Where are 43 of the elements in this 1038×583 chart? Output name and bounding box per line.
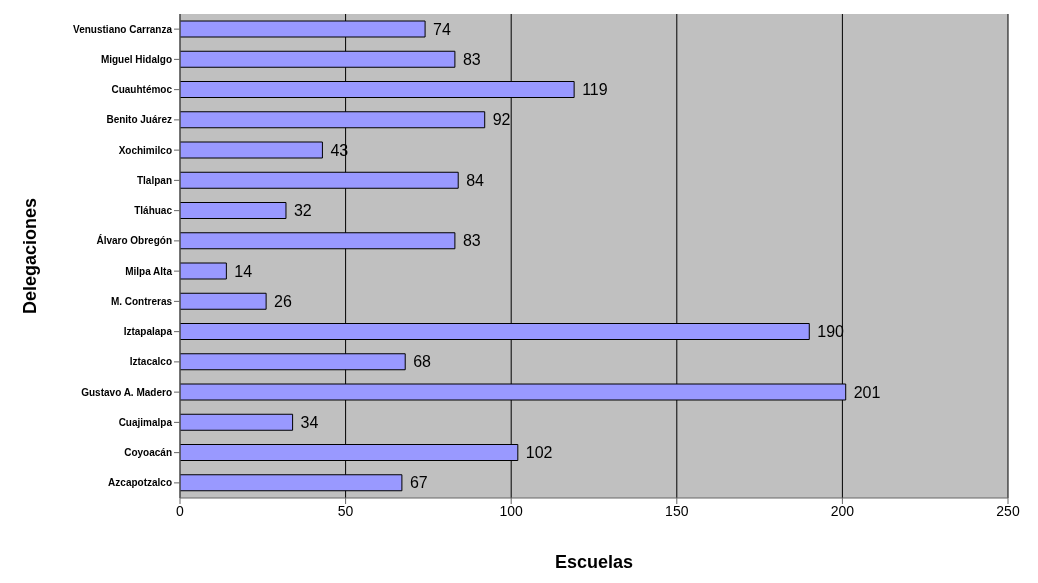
bar [180, 292, 267, 310]
y-tick-label: Venustiano Carranza [73, 23, 173, 35]
bar [180, 413, 294, 431]
x-tick-label: 50 [337, 502, 354, 519]
data-label: 102 [525, 444, 553, 462]
data-label: 83 [462, 50, 481, 68]
y-tick-label: M. Contreras [110, 295, 173, 307]
y-tick-label: Álvaro Obregón [96, 234, 172, 247]
data-label: 68 [413, 353, 432, 371]
y-tick-label: Tlalpan [136, 174, 172, 186]
data-label: 34 [300, 413, 319, 431]
y-axis-title: Delegaciones [20, 197, 41, 315]
x-tick-label: 0 [176, 502, 185, 519]
bar [180, 202, 287, 219]
x-tick-label: 250 [996, 502, 1020, 519]
data-label: 83 [462, 232, 481, 250]
x-axis-title: Escuelas [554, 552, 634, 572]
bar [180, 141, 323, 159]
y-tick-label: Cuajimalpa [118, 416, 173, 428]
data-label: 74 [433, 20, 451, 38]
y-tick-label: Milpa Alta [125, 265, 173, 277]
y-tick-label: Benito Juárez [106, 114, 172, 126]
x-tick-label: 100 [499, 502, 524, 519]
data-label: 201 [853, 383, 881, 401]
data-label: 92 [492, 111, 511, 129]
y-tick-label: Tláhuac [134, 205, 173, 217]
data-label: 84 [466, 171, 485, 189]
bar [180, 262, 227, 280]
data-label: 26 [274, 292, 293, 310]
y-tick-label: Gustavo A. Madero [81, 386, 172, 398]
data-label: 119 [582, 81, 608, 99]
y-tick-label: Coyoacán [124, 447, 172, 459]
y-tick-label: Azcapotzalco [108, 477, 172, 489]
x-tick-label: 150 [665, 502, 689, 519]
y-tick-label: Miguel Hidalgo [100, 53, 172, 65]
y-tick-label: Iztapalapa [123, 326, 173, 338]
data-label: 67 [409, 474, 428, 492]
x-tick-label: 200 [830, 502, 855, 519]
y-tick-label: Xochimilco [118, 144, 172, 156]
y-tick-label: Cuauhtémoc [111, 84, 173, 96]
data-label: 14 [234, 262, 253, 280]
data-label: 32 [293, 202, 312, 220]
y-tick-label: Iztacalco [129, 356, 172, 368]
